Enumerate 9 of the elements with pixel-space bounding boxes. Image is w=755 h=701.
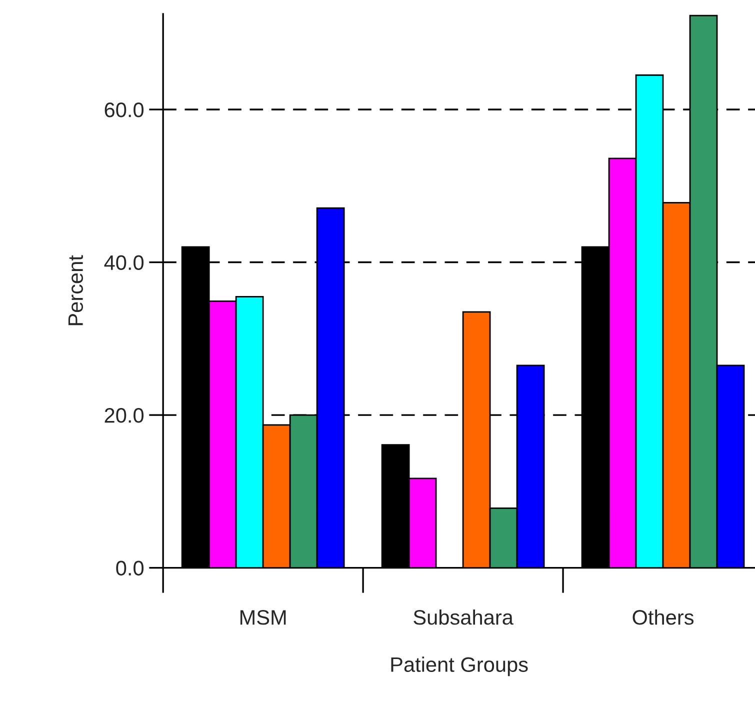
y-axis-title: Percent	[68, 255, 83, 326]
y-tick-label: 40.0	[104, 255, 144, 270]
y-tick-label: 0.0	[116, 560, 144, 576]
x-tick-label: Others	[632, 609, 694, 625]
y-tick-label: 60.0	[104, 102, 144, 118]
x-axis-title: Patient Groups	[391, 656, 528, 676]
y-tick-label: 20.0	[104, 408, 144, 423]
x-tick-label: MSM	[240, 610, 286, 625]
x-tick-label: Subsahara	[414, 609, 514, 625]
